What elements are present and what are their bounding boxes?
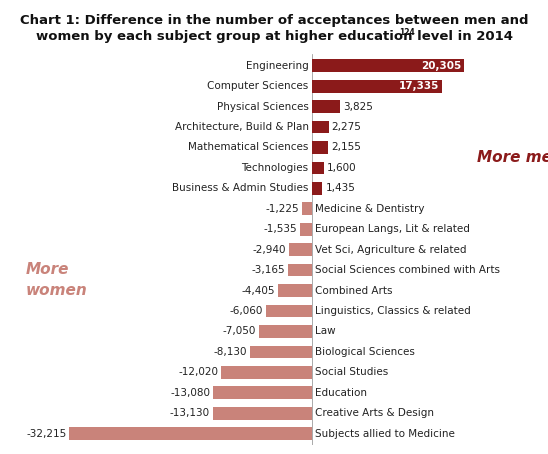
Bar bbox=[312, 182, 322, 195]
Bar bbox=[312, 141, 328, 154]
Text: Education: Education bbox=[315, 388, 367, 398]
Bar bbox=[213, 407, 312, 419]
Text: More
women: More women bbox=[26, 262, 88, 298]
Text: -6,060: -6,060 bbox=[230, 306, 263, 316]
Text: Creative Arts & Design: Creative Arts & Design bbox=[315, 408, 433, 418]
Text: Combined Arts: Combined Arts bbox=[315, 286, 392, 296]
Text: -1,225: -1,225 bbox=[266, 204, 299, 214]
Text: Biological Sciences: Biological Sciences bbox=[315, 347, 414, 357]
Bar bbox=[221, 366, 312, 379]
Text: -13,080: -13,080 bbox=[170, 388, 210, 398]
Bar bbox=[250, 345, 312, 358]
Bar bbox=[213, 386, 312, 399]
Text: Subjects allied to Medicine: Subjects allied to Medicine bbox=[315, 429, 454, 439]
Text: 2,155: 2,155 bbox=[331, 143, 361, 153]
Bar bbox=[312, 59, 464, 72]
Text: 2,275: 2,275 bbox=[332, 122, 362, 132]
Text: 20,305: 20,305 bbox=[421, 61, 461, 71]
Text: -12,020: -12,020 bbox=[178, 367, 218, 377]
Text: Linguistics, Classics & related: Linguistics, Classics & related bbox=[315, 306, 470, 316]
Bar bbox=[312, 80, 442, 93]
Text: Social Sciences combined with Arts: Social Sciences combined with Arts bbox=[315, 265, 500, 275]
Text: women by each subject group at higher education level in 2014: women by each subject group at higher ed… bbox=[36, 30, 512, 43]
Bar bbox=[289, 243, 312, 256]
Text: 1,600: 1,600 bbox=[327, 163, 356, 173]
Text: 17,335: 17,335 bbox=[398, 81, 439, 91]
Bar bbox=[278, 284, 312, 297]
Text: -8,130: -8,130 bbox=[214, 347, 248, 357]
Bar bbox=[259, 325, 312, 338]
Text: -2,940: -2,940 bbox=[253, 245, 287, 255]
Bar bbox=[288, 264, 312, 276]
Text: Social Studies: Social Studies bbox=[315, 367, 388, 377]
Bar bbox=[312, 121, 329, 133]
Text: Technologies: Technologies bbox=[242, 163, 309, 173]
Text: 3,825: 3,825 bbox=[344, 102, 373, 112]
Text: Computer Sciences: Computer Sciences bbox=[207, 81, 309, 91]
Text: Chart 1: Difference in the number of acceptances between men and: Chart 1: Difference in the number of acc… bbox=[20, 14, 528, 27]
Text: -4,405: -4,405 bbox=[242, 286, 276, 296]
Bar bbox=[300, 223, 312, 236]
Text: Medicine & Dentistry: Medicine & Dentistry bbox=[315, 204, 424, 214]
Bar bbox=[302, 202, 312, 215]
Text: Engineering: Engineering bbox=[246, 61, 309, 71]
Text: Mathematical Sciences: Mathematical Sciences bbox=[188, 143, 309, 153]
Text: -1,535: -1,535 bbox=[264, 224, 297, 234]
Bar bbox=[312, 162, 324, 174]
Text: Business & Admin Studies: Business & Admin Studies bbox=[172, 183, 309, 193]
Text: European Langs, Lit & related: European Langs, Lit & related bbox=[315, 224, 470, 234]
Bar bbox=[266, 305, 312, 317]
Text: -32,215: -32,215 bbox=[26, 429, 66, 439]
Text: More men: More men bbox=[477, 150, 548, 165]
Text: Physical Sciences: Physical Sciences bbox=[216, 102, 309, 112]
Bar bbox=[70, 427, 312, 440]
Text: Vet Sci, Agriculture & related: Vet Sci, Agriculture & related bbox=[315, 245, 466, 255]
Text: -13,130: -13,130 bbox=[170, 408, 210, 418]
Text: -7,050: -7,050 bbox=[222, 326, 255, 336]
Text: 1,435: 1,435 bbox=[326, 183, 355, 193]
Text: -3,165: -3,165 bbox=[251, 265, 285, 275]
Text: Law: Law bbox=[315, 326, 335, 336]
Text: 124: 124 bbox=[399, 28, 415, 37]
Text: Architecture, Build & Plan: Architecture, Build & Plan bbox=[175, 122, 309, 132]
Bar bbox=[312, 100, 340, 113]
